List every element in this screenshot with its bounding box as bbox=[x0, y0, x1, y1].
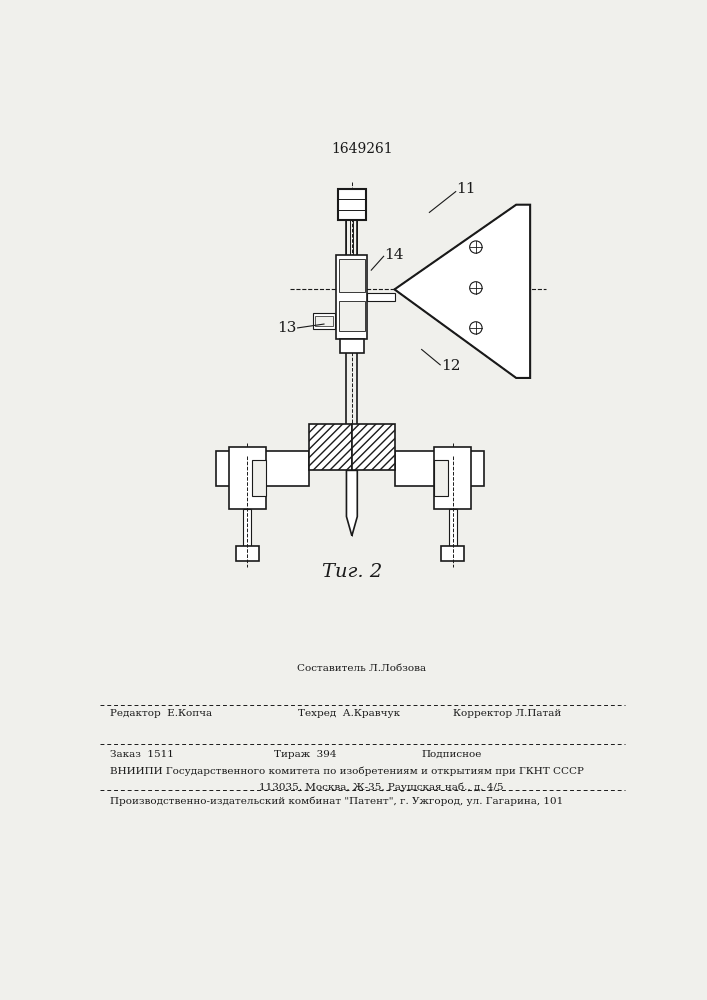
Text: 11: 11 bbox=[457, 182, 476, 196]
Text: Подписное: Подписное bbox=[421, 750, 482, 759]
Text: Техред  А.Кравчук: Техред А.Кравчук bbox=[298, 709, 399, 718]
Text: Составитель Л.Лобзова: Составитель Л.Лобзова bbox=[298, 664, 426, 673]
Text: 12: 12 bbox=[441, 359, 460, 373]
Bar bbox=[309, 424, 352, 470]
Text: Заказ  1511: Заказ 1511 bbox=[110, 750, 174, 759]
Bar bbox=[352, 424, 395, 470]
Bar bbox=[368, 293, 395, 301]
Text: Редактор  Е.Копча: Редактор Е.Копча bbox=[110, 709, 212, 718]
Bar bbox=[339, 301, 365, 331]
Bar bbox=[352, 424, 395, 470]
Bar bbox=[449, 509, 457, 546]
Bar bbox=[338, 189, 366, 220]
Text: Тираж  394: Тираж 394 bbox=[274, 750, 337, 759]
Text: 113035, Москва, Ж-35, Раушская наб., д. 4/5: 113035, Москва, Ж-35, Раушская наб., д. … bbox=[259, 782, 503, 792]
Bar bbox=[441, 546, 464, 561]
Bar bbox=[315, 316, 332, 326]
Bar bbox=[243, 509, 251, 546]
Text: Производственно-издательский комбинат "Патент", г. Ужгород, ул. Гагарина, 101: Производственно-издательский комбинат "П… bbox=[110, 796, 563, 806]
Bar bbox=[235, 546, 259, 561]
Bar bbox=[434, 447, 472, 509]
Polygon shape bbox=[395, 205, 530, 378]
Bar bbox=[309, 424, 352, 470]
Text: 13: 13 bbox=[276, 321, 296, 335]
Text: 1649261: 1649261 bbox=[331, 142, 393, 156]
Bar bbox=[339, 259, 365, 292]
Bar bbox=[395, 451, 484, 486]
Text: Τиг. 2: Τиг. 2 bbox=[322, 563, 382, 581]
Bar bbox=[216, 451, 309, 486]
Bar bbox=[340, 339, 363, 353]
Text: 14: 14 bbox=[385, 248, 404, 262]
Bar bbox=[228, 447, 266, 509]
Bar bbox=[337, 255, 368, 339]
Text: Корректор Л.Патай: Корректор Л.Патай bbox=[452, 709, 561, 718]
Text: ВНИИПИ Государственного комитета по изобретениям и открытиям при ГКНТ СССР: ВНИИПИ Государственного комитета по изоб… bbox=[110, 767, 584, 776]
Bar bbox=[434, 460, 448, 496]
Polygon shape bbox=[346, 470, 357, 536]
Bar bbox=[313, 312, 335, 329]
Bar bbox=[252, 460, 266, 496]
